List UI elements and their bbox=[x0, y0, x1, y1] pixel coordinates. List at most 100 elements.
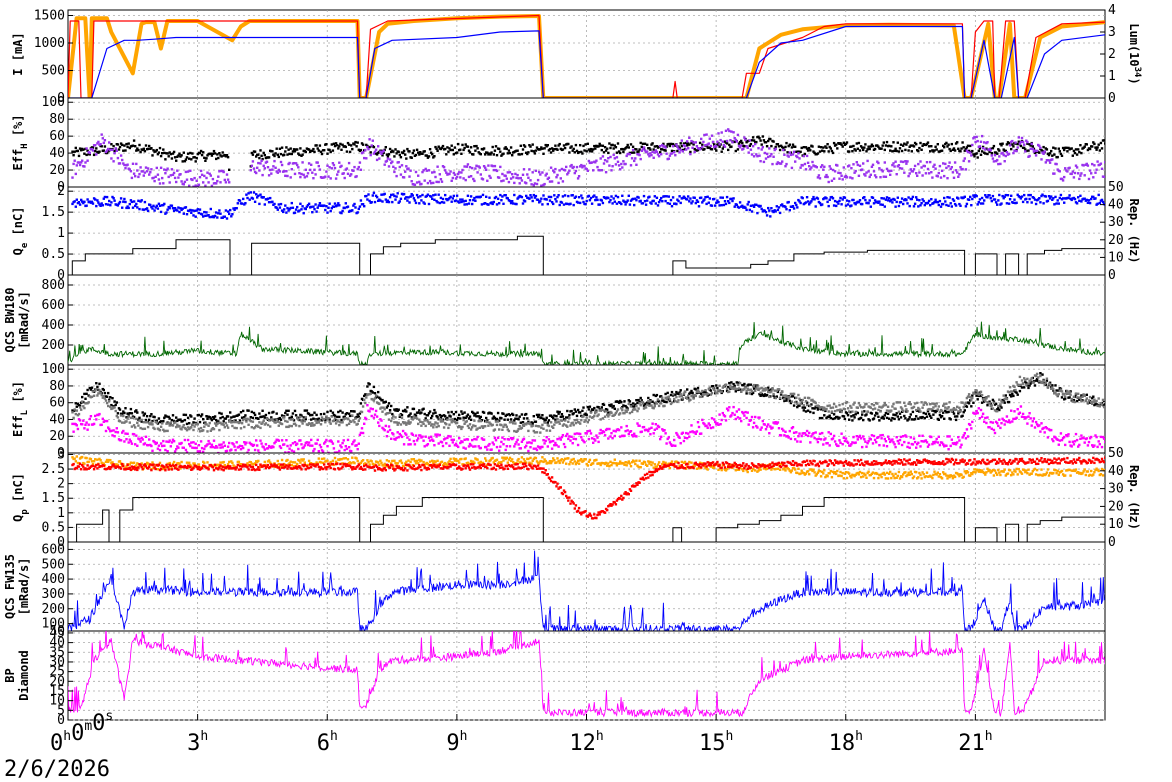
scatter-point-black bbox=[253, 413, 257, 417]
scatter-point-gray bbox=[752, 383, 756, 387]
scatter-point-blue bbox=[116, 204, 120, 207]
scatter-point-gray bbox=[965, 396, 969, 400]
scatter-point-black bbox=[808, 146, 811, 150]
scatter-point-black bbox=[856, 411, 859, 415]
scatter-point-black bbox=[460, 410, 463, 413]
scatter-point-black bbox=[963, 409, 966, 412]
scatter-point-black bbox=[965, 405, 969, 408]
y-tick-label: 2 bbox=[57, 184, 65, 199]
scatter-point-gray bbox=[207, 424, 210, 427]
scatter-point-black bbox=[534, 420, 538, 423]
scatter-point-gray bbox=[678, 395, 681, 398]
scatter-point-blue bbox=[192, 214, 195, 217]
scatter-point-gray bbox=[192, 428, 195, 432]
scatter-point-purple bbox=[408, 175, 411, 178]
scatter-point-black bbox=[526, 417, 529, 420]
scatter-point-gray bbox=[1019, 383, 1023, 387]
scatter-point-purple bbox=[889, 173, 892, 176]
scatter-point-blue bbox=[889, 200, 892, 203]
scatter-point-gray bbox=[891, 405, 894, 408]
scatter-point-black bbox=[285, 146, 288, 149]
scatter-point-black bbox=[237, 413, 241, 416]
scatter-point-purple bbox=[169, 174, 172, 177]
scatter-point-gray bbox=[614, 412, 618, 415]
scatter-point-blue bbox=[922, 199, 925, 203]
scatter-point-purple bbox=[257, 161, 260, 165]
scatter-point-gray bbox=[344, 417, 347, 420]
scatter-point-blue bbox=[574, 195, 578, 198]
scatter-point-purple bbox=[841, 178, 844, 181]
scatter-point-purple bbox=[805, 154, 809, 158]
scatter-point-black bbox=[587, 148, 591, 151]
scatter-point-blue bbox=[916, 198, 919, 201]
scatter-point-black bbox=[579, 411, 582, 414]
scatter-point-black bbox=[182, 151, 185, 154]
scatter-point-gray bbox=[841, 402, 844, 406]
scatter-point-black bbox=[930, 145, 933, 148]
scatter-point-black bbox=[1052, 146, 1055, 149]
scatter-point-black bbox=[1016, 142, 1019, 146]
scatter-point-black bbox=[122, 410, 125, 413]
scatter-point-black bbox=[992, 144, 996, 148]
scatter-point-black bbox=[143, 150, 147, 153]
scatter-point-gray bbox=[387, 418, 391, 421]
scatter-point-blue bbox=[462, 200, 465, 203]
scatter-point-blue bbox=[1012, 201, 1015, 204]
scatter-point-purple bbox=[508, 171, 512, 174]
scatter-point-gray bbox=[533, 431, 537, 434]
scatter-point-blue bbox=[256, 196, 259, 199]
scatter-point-gray bbox=[569, 424, 572, 427]
scatter-point-black bbox=[205, 415, 208, 418]
scatter-point-blue bbox=[678, 195, 681, 198]
scatter-point-black bbox=[741, 141, 744, 145]
y-tick-label: 0.5 bbox=[42, 247, 65, 262]
scatter-point-black bbox=[845, 412, 849, 415]
scatter-point-purple bbox=[342, 172, 345, 175]
scatter-point-black bbox=[789, 401, 793, 405]
scatter-point-blue bbox=[173, 207, 177, 210]
scatter-point-black bbox=[988, 400, 991, 403]
scatter-point-purple bbox=[560, 167, 564, 171]
scatter-point-blue bbox=[967, 198, 971, 201]
scatter-point-purple bbox=[458, 171, 461, 174]
scatter-point-blue bbox=[1097, 193, 1100, 197]
scatter-point-purple bbox=[907, 174, 910, 178]
scatter-point-blue bbox=[304, 207, 307, 211]
scatter-point-black bbox=[467, 417, 471, 420]
y-tick-label: 20 bbox=[49, 163, 65, 178]
scatter-point-gray bbox=[100, 393, 103, 397]
scatter-point-blue bbox=[690, 202, 693, 205]
scatter-point-black bbox=[998, 408, 1001, 412]
scatter-point-black bbox=[1051, 384, 1054, 387]
scatter-point-blue bbox=[652, 199, 655, 203]
scatter-point-blue bbox=[695, 199, 699, 202]
scatter-point-purple bbox=[660, 153, 663, 156]
scatter-point-black bbox=[952, 147, 956, 150]
scatter-point-gray bbox=[222, 423, 225, 426]
scatter-point-black bbox=[640, 145, 643, 149]
scatter-point-black bbox=[338, 145, 341, 148]
scatter-point-black bbox=[260, 154, 263, 157]
scatter-point-purple bbox=[309, 168, 312, 172]
scatter-point-purple bbox=[704, 144, 707, 147]
scatter-point-black bbox=[716, 143, 719, 147]
scatter-point-blue bbox=[686, 198, 689, 201]
scatter-point-gray bbox=[743, 387, 746, 391]
scatter-point-black bbox=[209, 417, 212, 420]
scatter-point-magenta bbox=[104, 429, 108, 433]
scatter-point-magenta bbox=[177, 446, 180, 449]
scatter-point-blue bbox=[209, 207, 212, 211]
scatter-point-blue bbox=[204, 214, 207, 217]
scatter-point-black bbox=[791, 143, 795, 146]
scatter-point-gray bbox=[223, 426, 226, 429]
scatter-point-black bbox=[663, 400, 666, 403]
scatter-point-gray bbox=[329, 422, 332, 425]
scatter-point-gray bbox=[102, 395, 105, 398]
scatter-point-blue bbox=[607, 196, 610, 200]
scatter-point-purple bbox=[652, 156, 655, 159]
scatter-point-blue bbox=[930, 198, 933, 201]
scatter-point-black bbox=[305, 409, 309, 412]
scatter-point-black bbox=[606, 147, 609, 150]
scatter-point-black bbox=[896, 141, 899, 144]
scatter-point-black bbox=[218, 152, 221, 155]
